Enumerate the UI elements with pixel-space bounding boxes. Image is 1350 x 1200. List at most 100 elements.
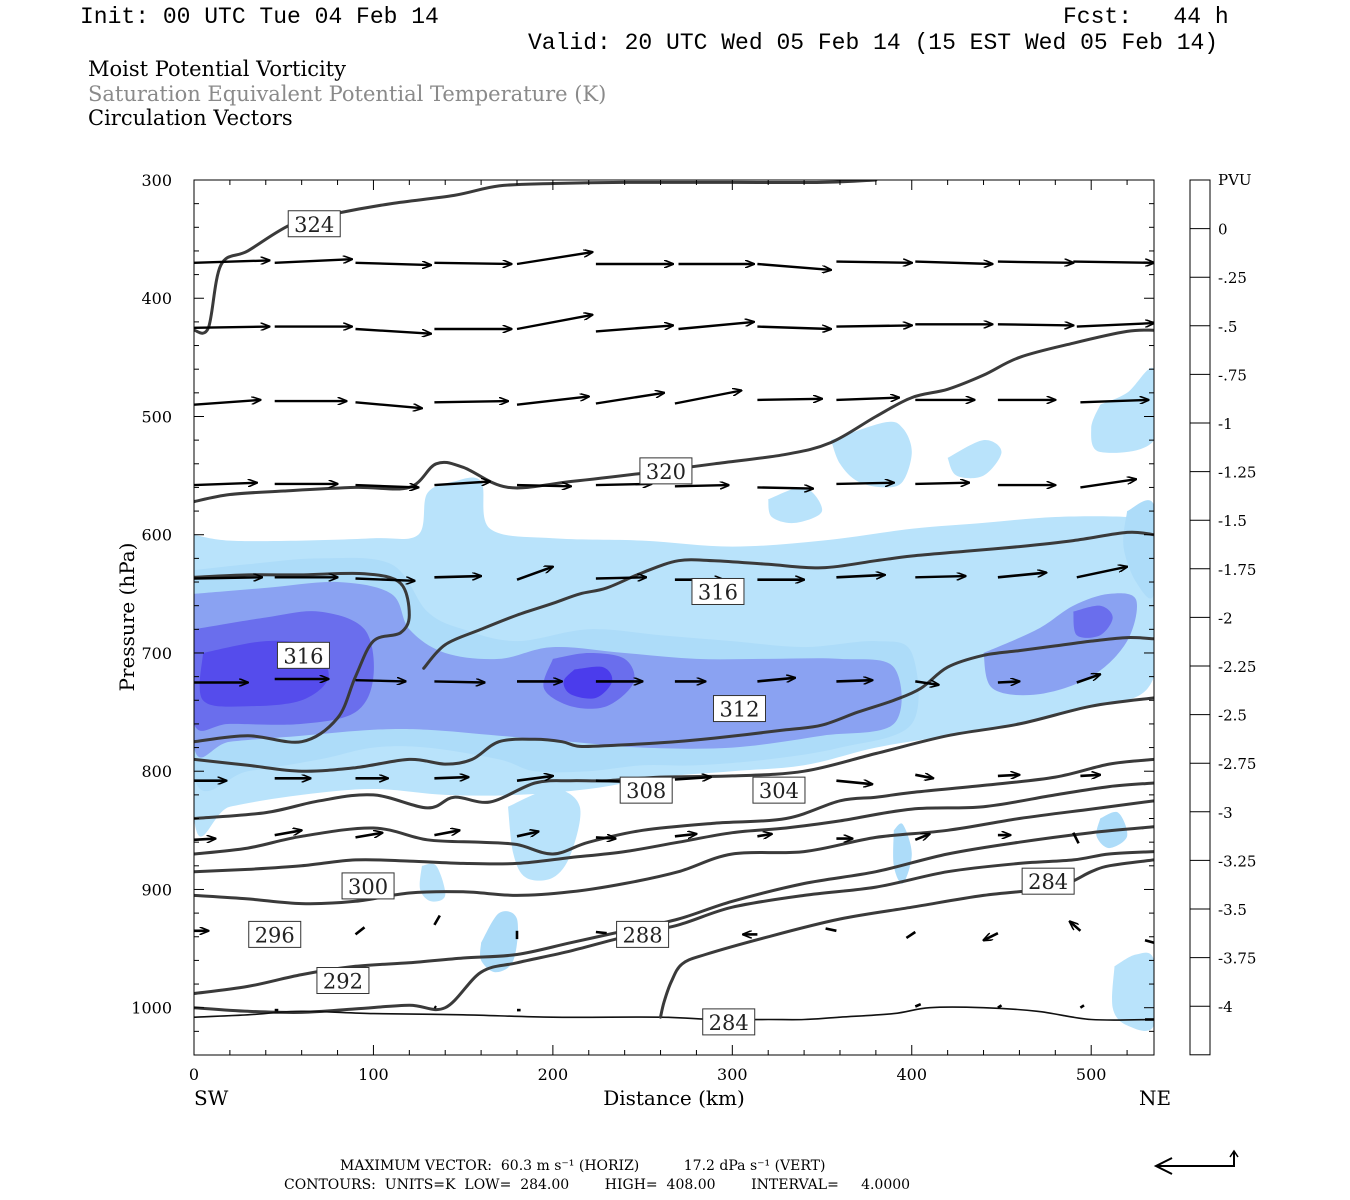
vector-arrow-r5-7 (757, 678, 795, 683)
colorbar-label-3: -.75 (1218, 366, 1247, 384)
x-tick-label-100: 100 (358, 1065, 389, 1084)
vector-arrow-r6-3 (434, 777, 468, 778)
y-tick-label-800: 800 (141, 762, 172, 781)
x-tick-label-400: 400 (896, 1065, 927, 1084)
x-axis-left-end-label: SW (194, 1086, 229, 1110)
x-tick-label-500: 500 (1076, 1065, 1107, 1084)
vector-arrow-r3-4 (516, 485, 571, 486)
contour-label-292: 292 (323, 970, 363, 994)
vector-arrow-r8-9 (984, 932, 999, 940)
vector-arrow-r6-8 (836, 781, 872, 785)
title-theta-es: Saturation Equivalent Potential Temperat… (88, 82, 607, 106)
vector-arrow-r9-2 (433, 1005, 437, 1009)
reference-vector-head-vertical (1229, 1149, 1239, 1158)
vector-arrow-r3-11 (1080, 479, 1136, 489)
vector-arrow-r1-6 (678, 322, 754, 331)
vector-arrow-r3-9 (915, 483, 969, 484)
colorbar-label-10: -2.5 (1218, 707, 1247, 725)
contour-label-316: 316 (283, 644, 323, 668)
vector-arrow-r1-10 (997, 324, 1073, 325)
vector-arrow-r2-2 (355, 401, 422, 408)
contour-label-box-284b (702, 1008, 756, 1036)
vector-arrow-r4-8 (836, 575, 884, 577)
vector-arrow-r1-5 (595, 325, 673, 333)
vector-arrow-r7-1 (274, 830, 302, 837)
vector-arrow-r8-2 (354, 926, 366, 936)
contour-label-288: 288 (623, 923, 663, 947)
contour-label-box-320 (639, 457, 693, 485)
axes-layer: 300 400 500 600 700 800 900 1000 0 100 200 300 400 50… (131, 171, 1154, 1084)
y-tick-label-700: 700 (141, 644, 172, 663)
pv-shading-layer (194, 367, 1154, 1031)
vector-arrow-r7-4 (516, 832, 539, 838)
contour-label-320: 320 (646, 460, 686, 484)
pv-shade-region-9 (1123, 500, 1154, 599)
contour-label-box-288 (616, 920, 670, 948)
pv-shade-region-8 (1073, 605, 1113, 638)
colorbar-label-15: -3.75 (1218, 950, 1256, 968)
x-tick-label-0: 0 (189, 1065, 199, 1084)
vector-arrow-r6-11 (1080, 775, 1100, 776)
vector-arrow-r1-2 (355, 327, 431, 334)
vector-arrow-r5-10 (997, 681, 1020, 682)
vector-arrow-r0-8 (836, 262, 911, 263)
vector-arrow-r3-7 (757, 487, 813, 488)
vector-arrow-r2-0 (194, 400, 260, 406)
pv-colorbar: PVU 0 -.25 -.5 -.75 -1 -1.25 -1.5 -1.75 -2 -2.25 -2… (1189, 171, 1256, 1056)
contour-info-note: CONTOURS: UNITS=K LOW= 284.00 HIGH= 408.… (284, 1177, 911, 1193)
valid-time: Valid: 20 UTC Wed 05 Feb 14 (15 EST Wed … (528, 30, 1219, 56)
vector-arrow-r7-11 (1072, 832, 1080, 844)
vector-arrow-r0-4 (516, 252, 592, 266)
contour-label-300: 300 (348, 875, 388, 899)
contour-label-312: 312 (719, 698, 759, 722)
vector-arrow-r4-10 (997, 573, 1046, 579)
vector-arrow-r1-7 (757, 327, 831, 329)
vector-arrow-r7-2 (355, 833, 383, 839)
colorbar-label-5: -1.25 (1218, 464, 1256, 482)
colorbar-label-6: -1.5 (1218, 512, 1247, 530)
y-tick-label-900: 900 (141, 880, 172, 899)
contour-label-304: 304 (759, 779, 799, 803)
pv-shade-region-10 (831, 421, 912, 488)
vector-arrow-r8-5 (595, 930, 607, 935)
reference-vector-head-horizontal (1153, 1157, 1173, 1175)
colorbar-label-2: -.5 (1218, 318, 1237, 336)
y-axis-label: Pressure (hPa) (115, 543, 139, 692)
theta-es-contour-312 (194, 636, 1154, 773)
pv-shade-region-17 (1112, 952, 1154, 1031)
theta-es-contour-296 (194, 799, 1154, 906)
y-tick-label-400: 400 (141, 289, 172, 308)
vector-arrow-r5-8 (836, 680, 872, 681)
vector-arrow-r8-8 (905, 930, 917, 939)
pv-shade-region-12 (947, 440, 1002, 479)
vector-arrow-r3-2 (355, 485, 419, 487)
vector-arrow-r4-3 (434, 576, 481, 577)
y-tick-label-500: 500 (141, 407, 172, 426)
contour-label-box-324 (287, 210, 341, 238)
vector-arrow-r4-5 (595, 577, 646, 578)
pv-shade-region-6 (563, 666, 613, 699)
vector-arrow-r8-7 (825, 927, 837, 933)
x-axis-label: Distance (km) (603, 1086, 745, 1110)
colorbar-label-8: -2 (1218, 609, 1233, 627)
vector-arrow-r0-10 (997, 262, 1073, 263)
vector-arrow-r1-11 (1076, 323, 1154, 328)
vector-arrow-r0-11 (1073, 262, 1154, 263)
forecast-hour: Fcst: 44 h (1063, 4, 1229, 30)
contour-label-layer: 324 320 316 316 312 308 304 300 296 292 288 284 284 (248, 210, 1075, 1036)
vector-arrow-r0-7 (757, 262, 831, 270)
contour-label-box-304 (752, 776, 806, 804)
vector-arrow-r6-6 (674, 777, 711, 779)
vector-arrow-r4-0 (194, 577, 262, 578)
vector-arrow-r9-6 (914, 1003, 922, 1008)
contour-label-box-312 (712, 695, 766, 723)
theta-es-contour-284b (659, 858, 1154, 1019)
vector-arrow-r3-6 (674, 485, 729, 486)
contour-label-296: 296 (255, 923, 295, 947)
vector-arrow-r6-4 (516, 776, 553, 782)
contour-label-324: 324 (294, 213, 334, 237)
theta-es-contour-316 (194, 571, 411, 744)
colorbar-label-1: -.25 (1218, 269, 1247, 287)
vector-arrow-r0-1 (274, 259, 352, 264)
